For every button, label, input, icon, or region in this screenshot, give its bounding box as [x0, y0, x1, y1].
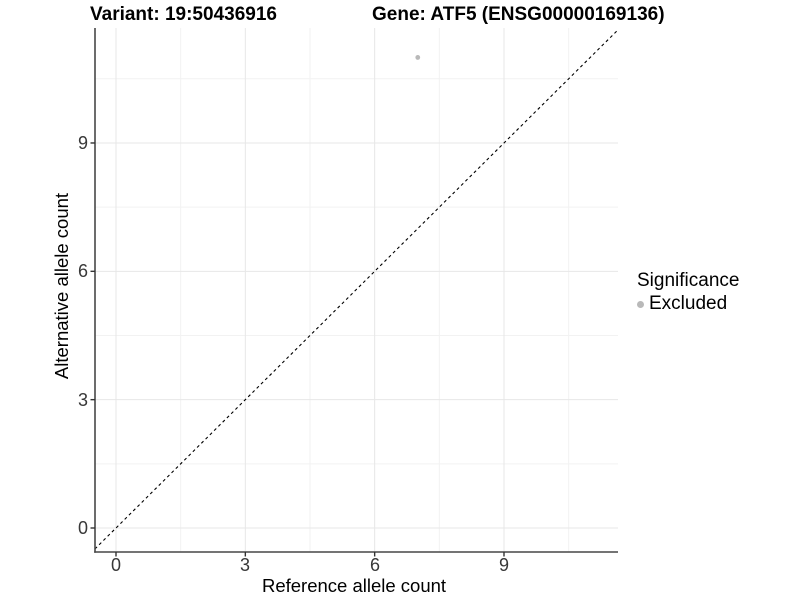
plot-title-gene: Gene: ATF5 (ENSG00000169136) — [372, 4, 665, 25]
legend: Significance Excluded — [637, 270, 739, 315]
y-tick-label-6: 6 — [77, 261, 88, 281]
y-tick-label-0: 0 — [77, 518, 88, 538]
data-point — [415, 55, 421, 60]
excluded-point-swatch-icon — [637, 300, 644, 308]
x-axis-title: Reference allele count — [261, 575, 447, 596]
y-axis-title: Alternative allele count — [51, 192, 72, 380]
legend-item-excluded: Excluded — [637, 293, 739, 315]
legend-item-label: Excluded — [649, 293, 728, 314]
y-tick-label-3: 3 — [77, 390, 88, 410]
y-tick-label-9: 9 — [77, 133, 88, 153]
x-tick-label-3: 3 — [239, 555, 250, 575]
x-tick-label-6: 6 — [369, 555, 380, 575]
x-tick-label-0: 0 — [110, 555, 121, 575]
plot-title-variant: Variant: 19:50436916 — [90, 4, 277, 25]
legend-title: Significance — [637, 270, 740, 291]
identity-reference-line — [94, 29, 619, 550]
x-tick-label-9: 9 — [498, 555, 509, 575]
